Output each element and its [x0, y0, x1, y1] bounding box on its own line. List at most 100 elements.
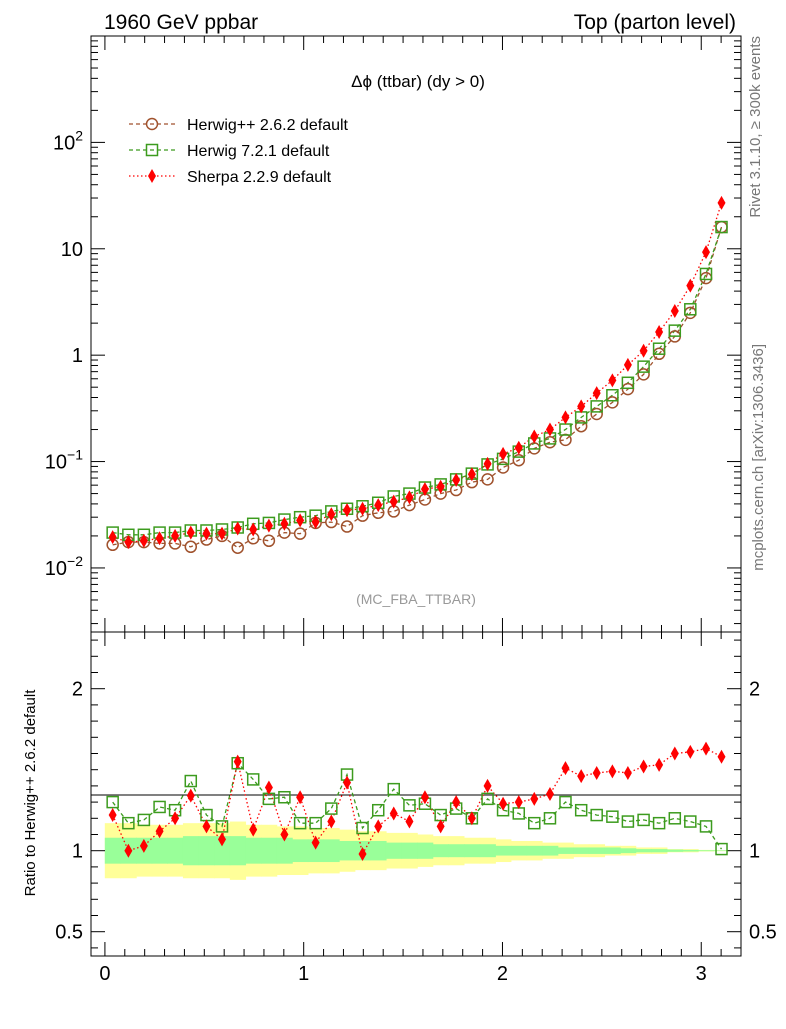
ratio-point-diamond: [608, 764, 617, 779]
upper-y-tick-label: 10: [61, 239, 83, 261]
ratio-y-tick-label-right: 1: [749, 841, 760, 863]
upper-point-diamond: [561, 410, 570, 425]
ratio-band-inner: [557, 847, 574, 854]
ratio-band-inner: [495, 845, 512, 856]
upper-line-square: [112, 226, 723, 536]
plot-title: Δϕ (ttbar) (dy > 0): [351, 72, 485, 91]
upper-y-tick-label: 1: [72, 345, 83, 367]
ratio-point-diamond: [670, 746, 679, 761]
legend-entry-herwig7: Herwig 7.2.1 default: [129, 143, 330, 160]
upper-point-diamond: [374, 498, 383, 513]
ratio-point-diamond: [405, 814, 414, 829]
upper-point-diamond: [655, 325, 664, 340]
ratio-point-square: [122, 816, 135, 830]
ratio-point-square: [528, 816, 541, 830]
legend-entry-sherpa: Sherpa 2.2.9 default: [129, 169, 332, 186]
upper-point-diamond: [499, 446, 508, 461]
upper-point-square: [652, 342, 666, 355]
upper-point-diamond: [280, 516, 289, 531]
legend: Herwig++ 2.6.2 default Herwig 7.2.1 defa…: [129, 117, 349, 186]
ratio-frame: [90, 631, 742, 957]
ratio-band-inner: [573, 847, 590, 854]
mcplots-label: mcplots.cern.ch [arXiv:1306.3436]: [750, 344, 767, 571]
ratio-point-diamond: [358, 846, 367, 861]
ratio-band-inner: [448, 844, 465, 858]
ratio-point-square: [153, 800, 166, 814]
ratio-point-diamond: [686, 744, 695, 759]
ratio-band-inner: [651, 849, 668, 853]
ratio-point-square: [621, 815, 635, 828]
ratio-point-square: [293, 816, 307, 830]
upper-point-diamond: [186, 525, 195, 540]
upper-point-diamond: [155, 531, 164, 546]
upper-point-diamond: [702, 245, 711, 260]
analysis-watermark: (MC_FBA_TTBAR): [356, 591, 476, 607]
ratio-band-inner: [510, 845, 528, 856]
upper-point-diamond: [202, 526, 211, 541]
ratio-band-inner: [698, 850, 715, 852]
ratio-band-inner: [401, 842, 418, 859]
ratio-band-inner: [620, 848, 637, 854]
upper-point-diamond: [608, 373, 617, 388]
upper-point-diamond: [467, 467, 476, 482]
upper-point-diamond: [717, 195, 726, 210]
upper-point-diamond: [623, 357, 632, 372]
ratio-point-square: [215, 820, 229, 833]
ratio-point-square: [699, 820, 713, 833]
upper-point-diamond: [420, 482, 429, 497]
upper-y-tick-labels: 10−2 10−1 1 10 102: [45, 127, 83, 580]
ratio-series-lines: [112, 747, 723, 856]
ratio-point-diamond: [623, 765, 632, 780]
ratio-band-inner: [635, 849, 652, 853]
ratio-point-square: [325, 802, 338, 815]
ratio-point-diamond: [639, 759, 648, 774]
ratio-point-diamond: [592, 765, 601, 780]
upper-point-diamond: [217, 526, 226, 541]
ratio-band-inner: [229, 836, 247, 866]
ratio-band-inner: [261, 837, 278, 864]
ratio-point-square: [715, 842, 728, 856]
upper-point-circle: [231, 541, 244, 554]
ratio-band-inner: [323, 839, 340, 863]
legend-marker-herwig7: [145, 143, 159, 157]
ratio-point-diamond: [327, 814, 336, 829]
ratio-band-inner: [542, 845, 559, 856]
upper-point-diamond: [249, 522, 258, 537]
ratio-point-diamond: [264, 780, 273, 795]
ratio-point-diamond: [389, 806, 398, 821]
upper-point-circle: [496, 461, 510, 474]
upper-point-diamond: [686, 278, 695, 293]
upper-point-circle: [699, 271, 713, 285]
x-tick-label: 0: [99, 963, 110, 985]
ratio-point-diamond: [139, 838, 148, 853]
ratio-point-square: [184, 774, 198, 788]
ratio-point-diamond: [343, 775, 352, 790]
upper-point-square: [590, 400, 603, 413]
upper-point-diamond: [545, 422, 554, 437]
ratio-point-square: [106, 795, 119, 809]
upper-point-circle: [184, 540, 198, 554]
ratio-point-diamond: [217, 832, 226, 847]
x-tick-label: 3: [696, 963, 707, 985]
upper-y-tick-label: 102: [53, 127, 83, 154]
ratio-point-square: [137, 813, 151, 827]
ratio-band-inner: [713, 850, 730, 852]
ratio-point-square: [371, 803, 385, 817]
ratio-point-square: [387, 782, 400, 796]
ratio-axis-ticks: [91, 632, 742, 956]
ratio-point-diamond: [311, 835, 320, 850]
ratio-point-square: [278, 790, 291, 804]
upper-line-circle: [112, 226, 723, 549]
upper-point-circle: [574, 419, 588, 433]
upper-point-diamond: [592, 386, 601, 401]
upper-point-diamond: [389, 494, 398, 509]
ratio-point-diamond: [545, 787, 554, 801]
ratio-band-inner: [370, 840, 387, 861]
ratio-band-inner: [182, 836, 200, 866]
upper-point-square: [606, 389, 619, 402]
upper-point-diamond: [264, 518, 273, 533]
ratio-band-inner: [167, 837, 184, 864]
upper-y-tick-label: 10−2: [45, 553, 83, 580]
upper-point-diamond: [436, 479, 445, 494]
ratio-point-diamond: [374, 819, 383, 834]
